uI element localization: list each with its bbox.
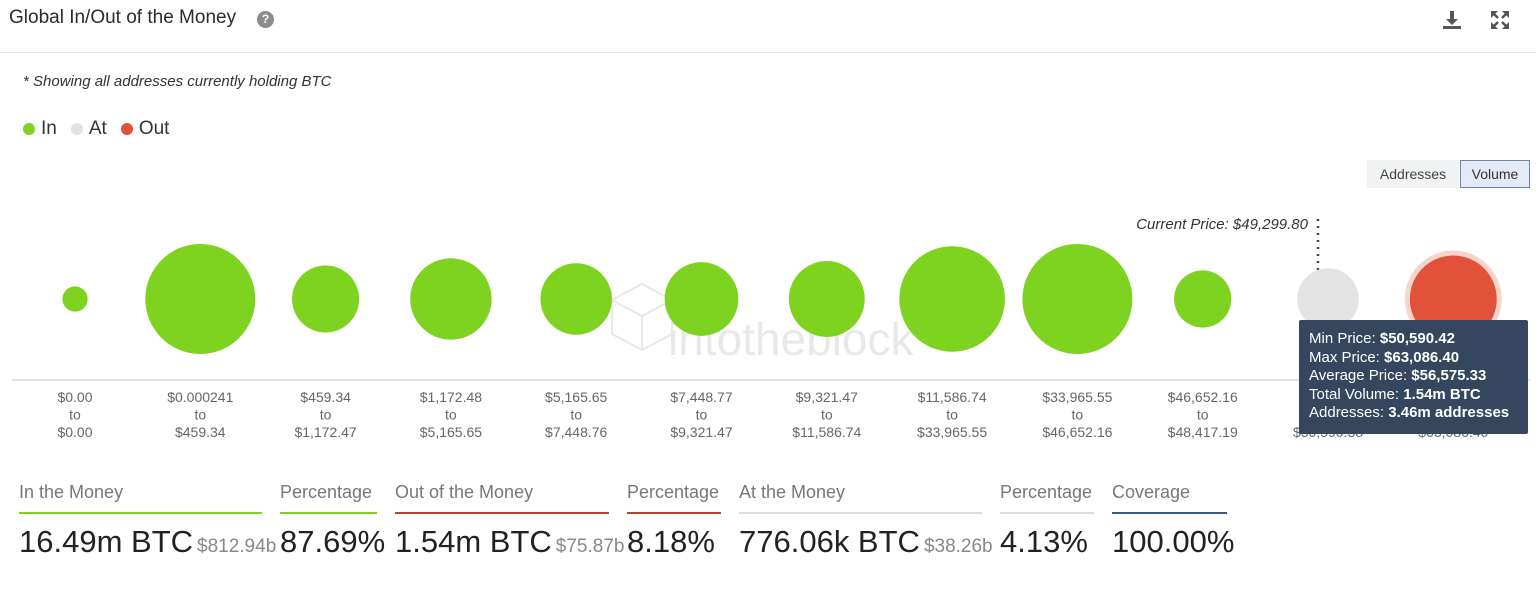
range-to-label: to xyxy=(320,407,332,423)
legend-dot-out xyxy=(120,123,133,135)
header: Global In/Out of the Money ? xyxy=(0,0,1536,53)
stat-out-of-the-money: Out of the Money 1.54m BTC $75.87b xyxy=(395,482,625,560)
stat-at-percentage: Percentage 4.13% xyxy=(1000,482,1094,560)
range-price-label: $1,172.47 xyxy=(294,424,356,440)
stat-underline xyxy=(627,512,721,514)
chart-legend: In At Out xyxy=(23,117,183,141)
bubble-in[interactable] xyxy=(62,286,88,312)
range-to-label: to xyxy=(946,407,958,423)
stat-label: Percentage xyxy=(1000,482,1093,502)
legend-item-at[interactable]: At xyxy=(70,118,107,140)
range-price-label: $0.00 xyxy=(57,424,92,440)
bubble-in[interactable] xyxy=(292,265,360,333)
download-icon[interactable] xyxy=(1440,8,1464,32)
addresses-toggle-button[interactable]: Addresses xyxy=(1367,160,1459,188)
cluster-tooltip: Min Price: $50,590.42 Max Price: $63,086… xyxy=(1299,320,1528,434)
range-to-label: to xyxy=(194,407,206,423)
range-price-label: $33,965.55 xyxy=(1042,389,1112,405)
bubble-in[interactable] xyxy=(1174,270,1232,328)
range-price-label: $7,448.77 xyxy=(670,389,732,405)
stat-label: In the Money xyxy=(19,482,124,502)
range-to-label: to xyxy=(445,407,457,423)
stat-underline xyxy=(19,512,262,514)
range-price-label: $0.00 xyxy=(57,389,92,405)
stat-out-percentage: Percentage 8.18% xyxy=(627,482,721,560)
range-price-label: $11,586.74 xyxy=(918,389,987,405)
stat-underline xyxy=(739,512,982,514)
bubble-in[interactable] xyxy=(899,246,1005,352)
question-circle-icon[interactable]: ? xyxy=(257,11,274,28)
stat-in-the-money: In the Money 16.49m BTC $812.94b xyxy=(19,482,277,560)
page-title: Global In/Out of the Money xyxy=(9,7,237,28)
tooltip-average-price: Average Price: $56,575.33 xyxy=(1309,367,1487,385)
range-price-label: $46,652.16 xyxy=(1042,424,1112,440)
stat-value: 776.06k BTC $38.26b xyxy=(739,524,993,559)
stat-value: 8.18% xyxy=(627,524,715,559)
tooltip-total-volume: Total Volume: 1.54m BTC xyxy=(1309,385,1481,403)
bubble-in[interactable] xyxy=(788,261,865,337)
range-price-label: $5,165.65 xyxy=(545,389,607,405)
legend-dot-in xyxy=(23,123,35,135)
range-price-label: $9,321.47 xyxy=(670,424,732,440)
stat-label: Coverage xyxy=(1112,482,1191,502)
range-price-label: $48,417.19 xyxy=(1168,424,1238,440)
range-price-label: $459.34 xyxy=(300,389,351,405)
legend-label-at: At xyxy=(88,118,107,139)
legend-item-in[interactable]: In xyxy=(23,118,57,140)
bubble-in[interactable] xyxy=(540,263,612,335)
range-to-label: to xyxy=(696,407,708,423)
legend-dot-at xyxy=(70,123,83,135)
stat-value: 16.49m BTC $812.94b xyxy=(19,524,277,559)
stat-label: Percentage xyxy=(627,482,720,502)
stat-in-percentage: Percentage 87.69% xyxy=(280,482,386,560)
range-to-label: to xyxy=(1072,407,1084,423)
bubble-in[interactable] xyxy=(664,262,739,336)
bubble-in[interactable] xyxy=(145,244,256,354)
range-to-label: to xyxy=(570,407,582,423)
stat-value: 100.00% xyxy=(1112,524,1235,559)
stat-at-the-money: At the Money 776.06k BTC $38.26b xyxy=(739,482,993,560)
range-price-label: $46,652.16 xyxy=(1168,389,1238,405)
tooltip-addresses: Addresses: 3.46m addresses xyxy=(1309,404,1510,422)
range-price-label: $5,165.65 xyxy=(420,424,482,440)
range-price-label: $7,448.76 xyxy=(545,424,607,440)
stat-label: Percentage xyxy=(280,482,373,502)
legend-label-out: Out xyxy=(138,118,170,139)
range-price-label: $0.000241 xyxy=(167,389,233,405)
range-price-label: $11,586.74 xyxy=(792,424,861,440)
legend-label-in: In xyxy=(41,118,57,139)
tooltip-min-price: Min Price: $50,590.42 xyxy=(1309,330,1455,347)
stat-coverage: Coverage 100.00% xyxy=(1112,482,1235,560)
volume-toggle-button[interactable]: Volume xyxy=(1460,160,1530,188)
range-price-label: $9,321.47 xyxy=(796,389,858,405)
legend-item-out[interactable]: Out xyxy=(120,118,170,140)
expand-icon[interactable] xyxy=(1488,8,1512,32)
stat-underline xyxy=(280,512,377,514)
bubble-in[interactable] xyxy=(410,258,492,340)
range-price-label: $1,172.48 xyxy=(420,389,482,405)
range-to-label: to xyxy=(1197,407,1209,423)
bubble-at[interactable] xyxy=(1297,268,1359,330)
stat-value: 1.54m BTC $75.87b xyxy=(395,524,625,559)
stat-underline xyxy=(1112,512,1227,514)
stat-label: Out of the Money xyxy=(395,482,534,502)
range-to-label: to xyxy=(821,407,833,423)
stat-label: At the Money xyxy=(739,482,846,502)
range-price-label: $33,965.55 xyxy=(917,424,987,440)
stat-value: 87.69% xyxy=(280,524,386,559)
current-price-label: Current Price: $49,299.80 xyxy=(1136,216,1308,233)
range-to-label: to xyxy=(69,407,81,423)
bubble-in[interactable] xyxy=(1022,244,1133,354)
stat-underline xyxy=(395,512,609,514)
range-price-label: $459.34 xyxy=(175,424,226,440)
watermark: intotheblock xyxy=(611,282,914,365)
stat-value: 4.13% xyxy=(1000,524,1088,559)
tooltip-max-price: Max Price: $63,086.40 xyxy=(1309,348,1460,366)
holding-note: * Showing all addresses currently holdin… xyxy=(23,73,332,90)
stat-underline xyxy=(1000,512,1094,514)
